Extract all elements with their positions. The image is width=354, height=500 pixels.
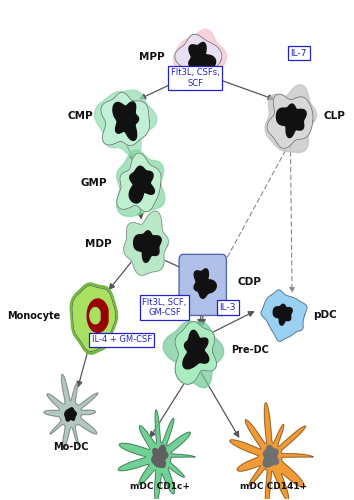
Text: MDP: MDP <box>85 239 112 249</box>
Polygon shape <box>44 374 98 450</box>
Polygon shape <box>134 231 161 262</box>
Polygon shape <box>276 104 306 138</box>
Polygon shape <box>118 410 195 500</box>
Text: CMP: CMP <box>68 112 93 122</box>
Text: MPP: MPP <box>139 52 165 62</box>
Polygon shape <box>72 286 116 352</box>
Text: mDC CD1c+: mDC CD1c+ <box>130 482 190 492</box>
Text: IL-3: IL-3 <box>219 303 236 312</box>
Polygon shape <box>117 153 161 212</box>
Text: IL-4 + GM-CSF: IL-4 + GM-CSF <box>92 336 152 344</box>
Polygon shape <box>95 90 157 156</box>
FancyBboxPatch shape <box>179 254 227 316</box>
Polygon shape <box>70 283 118 354</box>
Text: mDC CD141+: mDC CD141+ <box>240 482 308 492</box>
Polygon shape <box>163 322 224 388</box>
Text: GMP: GMP <box>80 178 107 188</box>
Text: Monocyte: Monocyte <box>7 311 61 321</box>
Polygon shape <box>173 30 227 90</box>
Polygon shape <box>273 304 292 325</box>
Polygon shape <box>263 446 279 467</box>
Polygon shape <box>194 269 216 298</box>
Polygon shape <box>267 94 313 148</box>
Polygon shape <box>124 211 169 276</box>
Text: CDP: CDP <box>238 278 261 287</box>
Polygon shape <box>116 150 165 216</box>
Polygon shape <box>87 299 108 332</box>
Polygon shape <box>175 34 222 88</box>
Text: pDC: pDC <box>314 310 337 320</box>
Polygon shape <box>261 290 307 342</box>
Polygon shape <box>129 166 154 203</box>
Polygon shape <box>90 308 100 324</box>
Text: Flt3L, CSFs,
SCF: Flt3L, CSFs, SCF <box>171 68 219 87</box>
Polygon shape <box>113 102 139 141</box>
Text: IL-7: IL-7 <box>290 48 307 58</box>
Text: Mo-DC: Mo-DC <box>53 442 89 452</box>
Polygon shape <box>175 322 216 384</box>
Polygon shape <box>152 445 168 468</box>
Polygon shape <box>189 42 216 76</box>
Text: CLP: CLP <box>324 112 346 122</box>
Polygon shape <box>65 408 76 421</box>
Polygon shape <box>265 84 316 152</box>
Text: Flt3L, SCF,
GM-CSF: Flt3L, SCF, GM-CSF <box>143 298 187 317</box>
Polygon shape <box>230 403 313 500</box>
Text: Pre-DC: Pre-DC <box>231 344 269 354</box>
Polygon shape <box>101 92 149 146</box>
Polygon shape <box>183 330 209 369</box>
